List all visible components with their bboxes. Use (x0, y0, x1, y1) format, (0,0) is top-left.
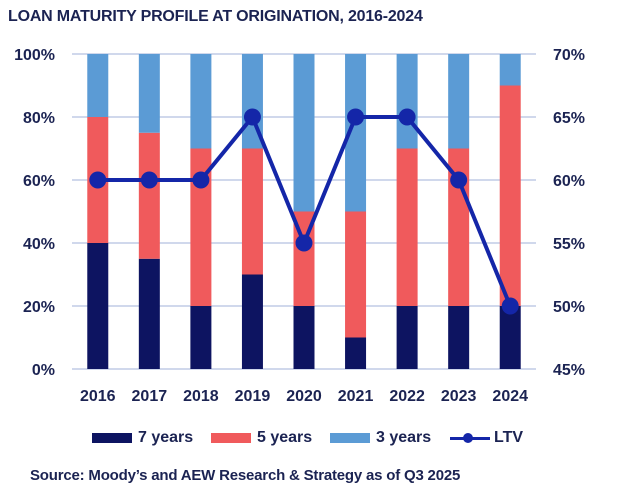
chart-svg: 0% 20% 40% 60% 80% 100% 45% 50% 55% 60% 65% 70% 20… (14, 47, 585, 405)
bar-5-years (138, 132, 160, 259)
bar-7-years (293, 306, 315, 369)
bar-5-years (345, 211, 367, 338)
legend-label-7-years: 7 years (138, 429, 194, 446)
y-right-tick-label: 50% (553, 299, 585, 316)
bar-3-years (293, 54, 315, 212)
legend-label-ltv: LTV (494, 429, 524, 446)
ltv-marker (140, 171, 158, 189)
legend-item-7-years: 7 years (92, 426, 193, 450)
bar-7-years (241, 274, 263, 369)
legend-item-ltv: LTV (450, 426, 523, 450)
bar-3-years (499, 54, 521, 86)
bar-5-years (499, 85, 521, 306)
y-right-tick-label: 70% (553, 47, 585, 64)
ltv-marker (243, 108, 261, 126)
legend-swatch-ltv (450, 433, 490, 443)
legend-swatch-3-years (330, 433, 370, 443)
x-tick-label: 2017 (132, 388, 168, 405)
bar-7-years (448, 306, 470, 369)
x-tick-label: 2016 (80, 388, 116, 405)
x-tick-label: 2019 (235, 388, 271, 405)
bar-3-years (87, 54, 109, 117)
y-left-tick-label: 40% (23, 236, 55, 253)
y-right-tick-label: 45% (553, 362, 585, 379)
x-tick-label: 2024 (492, 388, 528, 405)
x-tick-label: 2022 (389, 388, 425, 405)
y-axis-left: 0% 20% 40% 60% 80% 100% (14, 47, 55, 379)
bar-3-years (396, 54, 418, 149)
legend-swatch-7-years (92, 433, 132, 443)
y-left-tick-label: 80% (23, 110, 55, 127)
y-left-tick-label: 60% (23, 173, 55, 190)
source-note: Source: Moody’s and AEW Research & Strat… (30, 467, 461, 484)
ltv-marker (295, 234, 313, 252)
x-tick-label: 2021 (338, 388, 374, 405)
y-right-tick-label: 60% (553, 173, 585, 190)
bar-3-years (138, 54, 160, 133)
bar-3-years (190, 54, 212, 149)
bar-5-years (396, 148, 418, 306)
y-left-tick-label: 100% (14, 47, 55, 64)
ltv-marker (347, 108, 365, 126)
bar-7-years (396, 306, 418, 369)
legend: 7 years 5 years 3 years LTV (0, 426, 625, 450)
ltv-marker (501, 297, 519, 315)
x-tick-label: 2020 (286, 388, 322, 405)
bar-5-years (241, 148, 263, 275)
legend-label-5-years: 5 years (257, 429, 313, 446)
legend-label-3-years: 3 years (376, 429, 432, 446)
y-left-tick-label: 20% (23, 299, 55, 316)
bar-7-years (87, 243, 109, 369)
bar-3-years (345, 54, 367, 212)
bars (87, 54, 521, 369)
x-tick-label: 2023 (441, 388, 477, 405)
legend-item-5-years: 5 years (211, 426, 312, 450)
y-left-tick-label: 0% (32, 362, 55, 379)
bar-7-years (345, 337, 367, 369)
bar-5-years (190, 148, 212, 306)
ltv-marker (89, 171, 107, 189)
ltv-marker (450, 171, 468, 189)
bar-7-years (499, 306, 521, 369)
y-axis-right: 45% 50% 55% 60% 65% 70% (553, 47, 585, 379)
y-right-tick-label: 65% (553, 110, 585, 127)
x-axis: 2016 2017 2018 2019 2020 2021 2022 2023 2024 (80, 388, 528, 405)
bar-7-years (138, 258, 160, 369)
legend-swatch-5-years (211, 433, 251, 443)
chart-title: LOAN MATURITY PROFILE AT ORIGINATION, 20… (8, 8, 423, 25)
ltv-marker (192, 171, 210, 189)
x-tick-label: 2018 (183, 388, 219, 405)
ltv-line-group (89, 108, 519, 315)
legend-item-3-years: 3 years (330, 426, 431, 450)
ltv-marker (398, 108, 416, 126)
y-right-tick-label: 55% (553, 236, 585, 253)
bar-3-years (448, 54, 470, 149)
bar-7-years (190, 306, 212, 369)
